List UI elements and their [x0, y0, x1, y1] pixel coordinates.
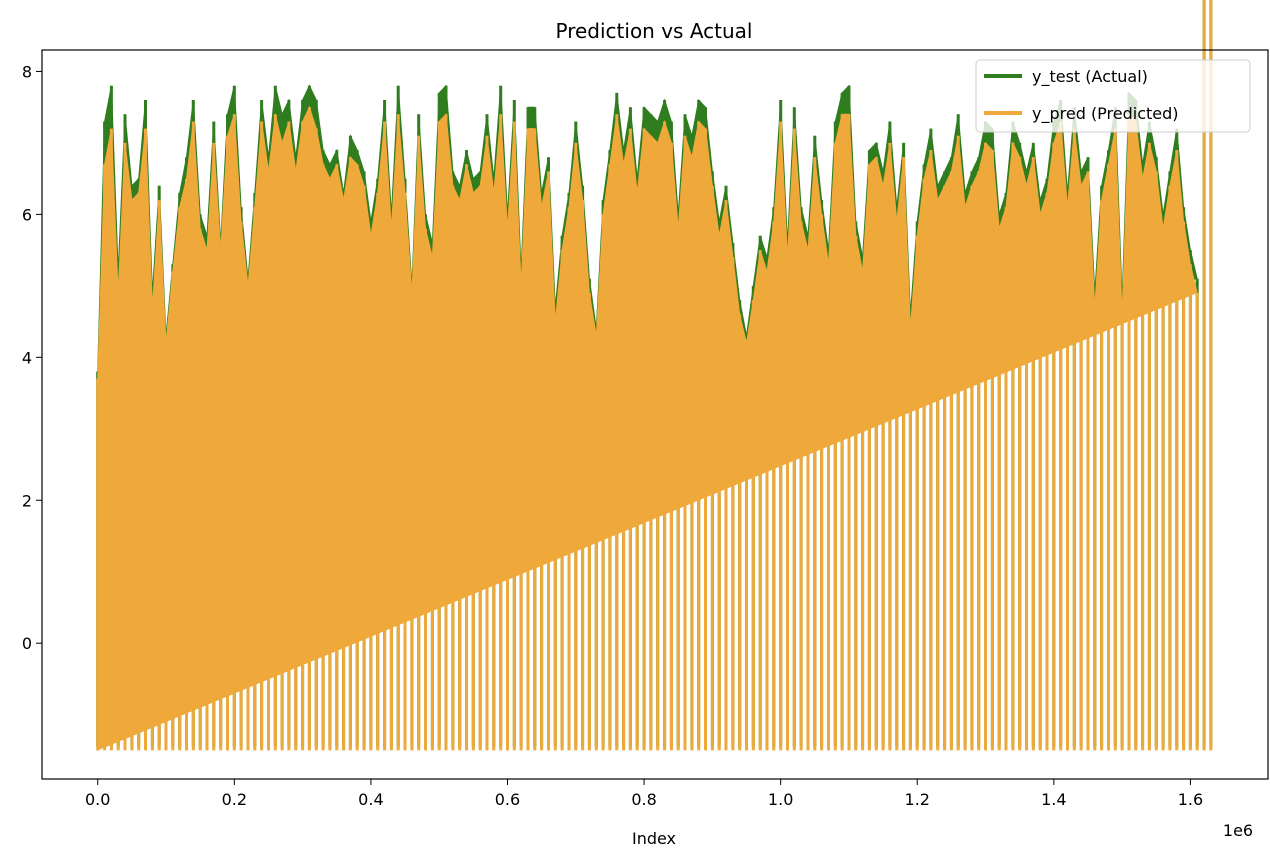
legend: y_test (Actual) y_pred (Predicted): [975, 59, 1251, 133]
x-tick-label: 1.4: [1041, 790, 1066, 809]
legend-label-predicted: y_pred (Predicted): [1032, 104, 1179, 124]
y-tick-label: 6: [22, 205, 32, 224]
chart-title: Prediction vs Actual: [556, 19, 753, 43]
x-axis-ticks: 0.0 0.2 0.4 0.6 0.8 1.0 1.2 1.4 1.6: [85, 779, 1203, 809]
y-tick-label: 8: [22, 62, 32, 81]
x-axis-label: Index: [632, 829, 676, 848]
x-tick-label: 0.2: [222, 790, 247, 809]
y-tick-label: 2: [22, 491, 32, 510]
plot-area: [96, 0, 1213, 751]
legend-label-actual: y_test (Actual): [1032, 67, 1148, 87]
y-tick-label: 4: [22, 348, 32, 367]
axes-frame: [41, 49, 1269, 780]
x-axis-offset-label: 1e6: [1223, 821, 1253, 840]
x-tick-label: 0.6: [495, 790, 520, 809]
x-tick-label: 0.4: [358, 790, 383, 809]
y-axis-ticks: 0 2 4 6 8: [22, 62, 42, 653]
x-tick-label: 1.0: [768, 790, 793, 809]
x-tick-label: 0.8: [631, 790, 656, 809]
x-tick-label: 0.0: [85, 790, 110, 809]
x-tick-label: 1.6: [1178, 790, 1203, 809]
series-y-pred-predicted: [96, 0, 1213, 751]
y-tick-label: 0: [22, 634, 32, 653]
x-tick-label: 1.2: [905, 790, 930, 809]
legend-box: [975, 59, 1251, 133]
